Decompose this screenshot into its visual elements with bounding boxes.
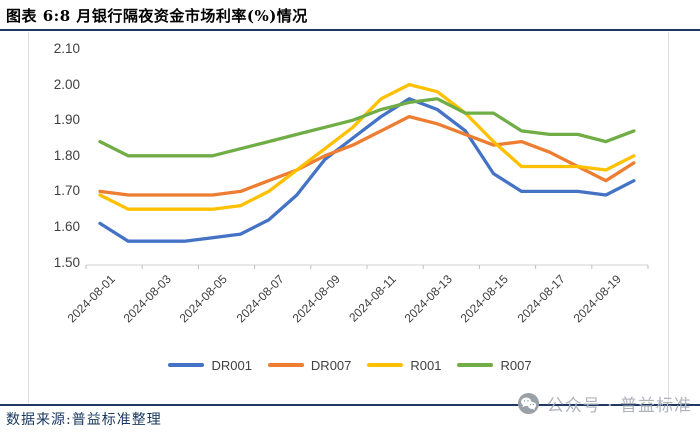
legend-swatch	[168, 363, 205, 367]
legend-swatch	[367, 363, 404, 367]
legend-label: DR007	[310, 357, 352, 373]
y-axis-tick-label: 1.70	[53, 183, 80, 199]
chart-legend: DR001 DR007 R001 R007	[0, 356, 700, 374]
wechat-watermark: 公众号 · 普益标准	[517, 390, 692, 416]
y-axis-tick-label: 1.50	[53, 254, 80, 270]
legend-label: R001	[410, 357, 442, 373]
rate-line-chart	[0, 31, 700, 403]
title-divider	[0, 29, 700, 31]
y-axis-tick-label: 1.90	[53, 112, 80, 128]
legend-swatch	[457, 363, 494, 367]
y-axis-tick-label: 1.80	[53, 147, 80, 163]
y-axis-tick-label: 2.10	[53, 41, 80, 56]
chart-left-border	[28, 32, 29, 403]
data-source-label: 数据来源:普益标准整理	[6, 412, 162, 428]
legend-label: DR001	[211, 357, 252, 373]
legend-item-dr007: DR007	[267, 357, 352, 373]
watermark-text: 公众号 · 普益标准	[546, 395, 692, 416]
wechat-icon	[517, 392, 539, 414]
chart-right-border	[668, 32, 669, 403]
legend-item-dr001: DR001	[168, 357, 252, 373]
y-axis-tick-label: 1.60	[53, 219, 80, 234]
footer-divider	[0, 404, 700, 406]
y-axis-tick-label: 2.00	[53, 76, 80, 92]
legend-item-r007: R007	[457, 357, 532, 373]
legend-swatch	[267, 363, 304, 367]
figure-title: 图表 6:8 月银行隔夜资金市场利率(%)情况	[6, 7, 308, 25]
legend-label: R007	[500, 357, 532, 373]
legend-item-r001: R001	[367, 358, 441, 373]
